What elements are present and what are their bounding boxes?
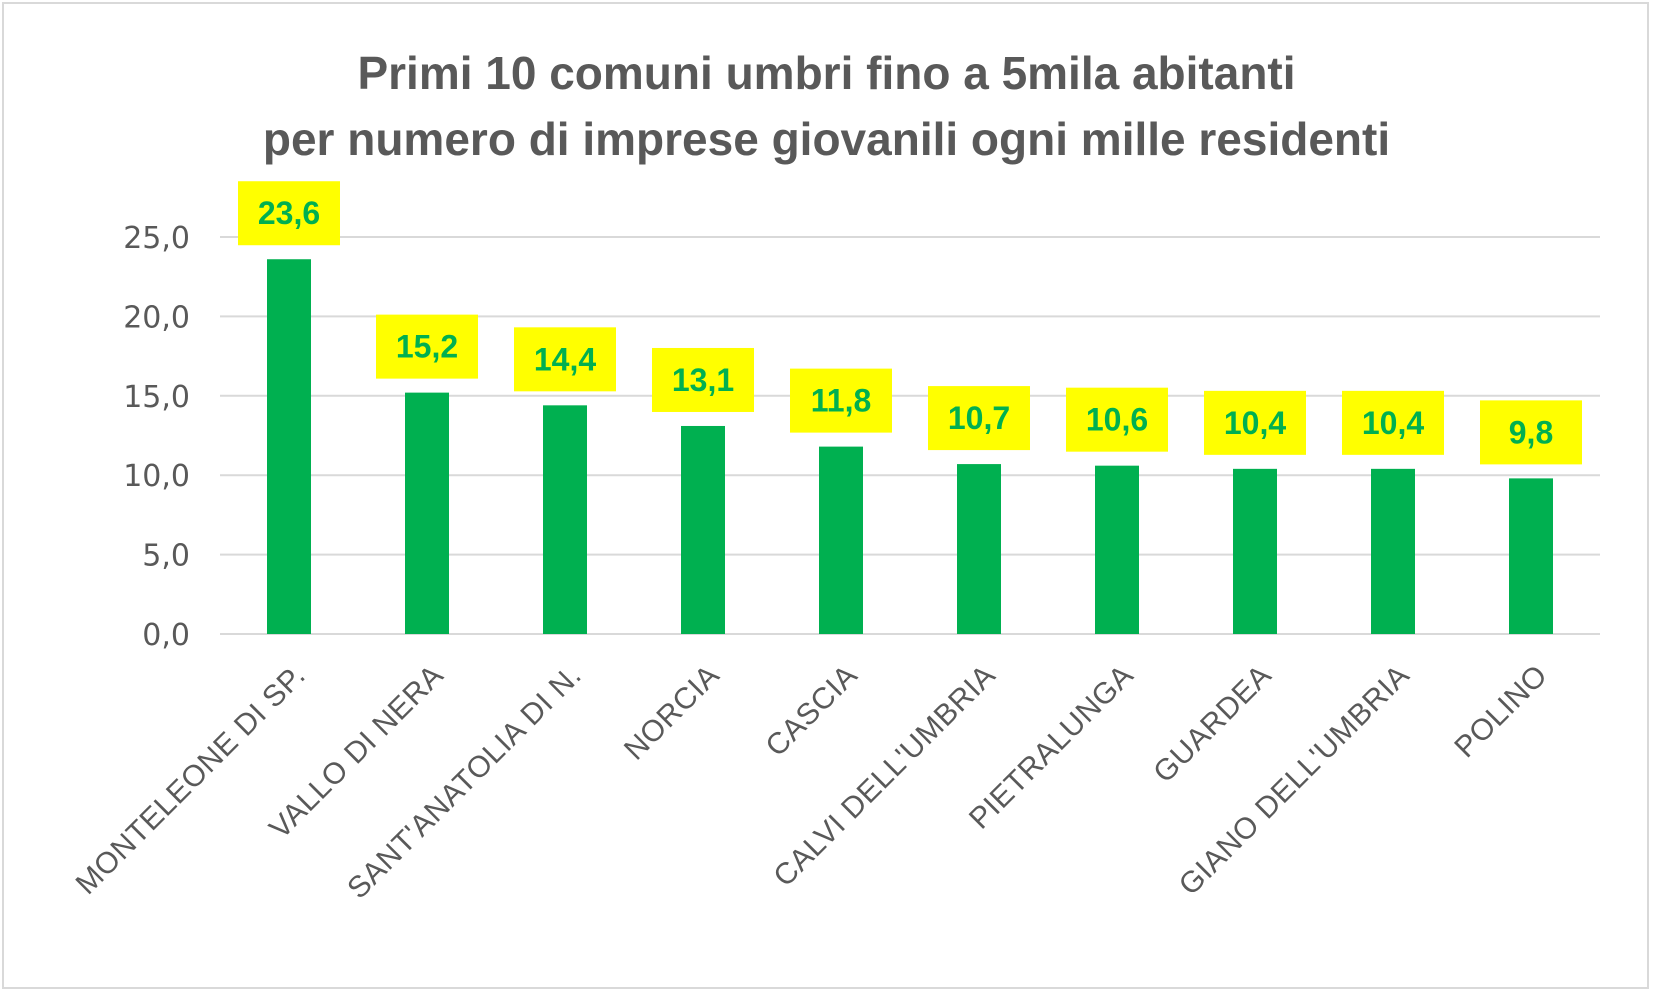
y-tick-label: 15,0 [123,380,190,415]
data-label-text: 15,2 [396,329,458,365]
category-label: GIANO DELL'UMBRIA [1173,659,1416,902]
bar [819,446,863,634]
category-labels: MONTELEONE DI SP.VALLO DI NERASANT'ANATO… [70,659,1554,906]
y-tick-label: 0,0 [142,618,190,653]
data-label: 10,6 [1066,387,1168,452]
bar [681,425,725,634]
data-label: 10,4 [1342,390,1444,455]
data-label-background [790,368,892,433]
y-tick-label: 20,0 [123,300,190,335]
data-label: 9,8 [1480,400,1582,465]
bar [1509,478,1553,634]
data-label-text: 11,8 [811,383,872,419]
y-tick-label: 5,0 [142,539,190,574]
category-label: MONTELEONE DI SP. [70,659,312,901]
data-label: 13,1 [652,347,754,412]
data-label: 23,6 [238,181,340,246]
data-label-text: 10,4 [1362,405,1424,441]
data-label-text: 10,6 [1086,402,1148,438]
data-labels: 23,6 15,2 14,4 13,1 11,8 10,7 10,6 10,4 10,4 9,8 [238,181,1582,465]
bar [1095,465,1139,634]
category-label: CASCIA [760,659,864,763]
data-label-text: 10,4 [1224,405,1286,441]
data-label-background [1066,387,1168,452]
data-label: 10,4 [1204,390,1306,455]
data-label-background [1480,400,1582,465]
data-label-background [1342,390,1444,455]
chart-title-line-1: Primi 10 comuni umbri fino a 5mila abita… [357,47,1296,99]
data-label-background [376,314,478,379]
y-tick-label: 10,0 [123,459,190,494]
data-label: 14,4 [514,327,616,392]
data-label-background [1204,390,1306,455]
y-axis-tick-labels: 0,0 5,0 10,0 15,0 20,0 25,0 [123,221,190,653]
category-label: SANT'ANATOLIA DI N. [341,659,588,906]
chart-title: Primi 10 comuni umbri fino a 5mila abita… [0,40,1653,172]
data-label-text: 13,1 [672,362,734,398]
data-label-background [514,327,616,392]
data-label: 15,2 [376,314,478,379]
bar [543,405,587,634]
bar [1371,468,1415,634]
y-tick-label: 25,0 [123,221,190,256]
bar [1233,468,1277,634]
category-label: POLINO [1448,659,1554,765]
data-label-text: 23,6 [258,195,320,231]
data-label-background [652,347,754,412]
category-label: CALVI DELL'UMBRIA [767,659,1002,894]
gridlines [220,236,1600,635]
data-label-background [928,386,1030,451]
data-label-background [238,181,340,246]
data-label-text: 14,4 [534,341,596,377]
data-label-text: 10,7 [948,400,1010,436]
bars [267,259,1553,634]
bar [405,392,449,634]
bar [957,464,1001,634]
data-label: 10,7 [928,386,1030,451]
data-label: 11,8 [790,368,892,433]
bar [267,259,311,634]
chart-title-line-2: per numero di imprese giovanili ogni mil… [262,113,1391,165]
data-label-text: 9,8 [1509,414,1553,450]
category-label: GUARDEA [1147,659,1278,790]
category-label: NORCIA [618,659,726,767]
